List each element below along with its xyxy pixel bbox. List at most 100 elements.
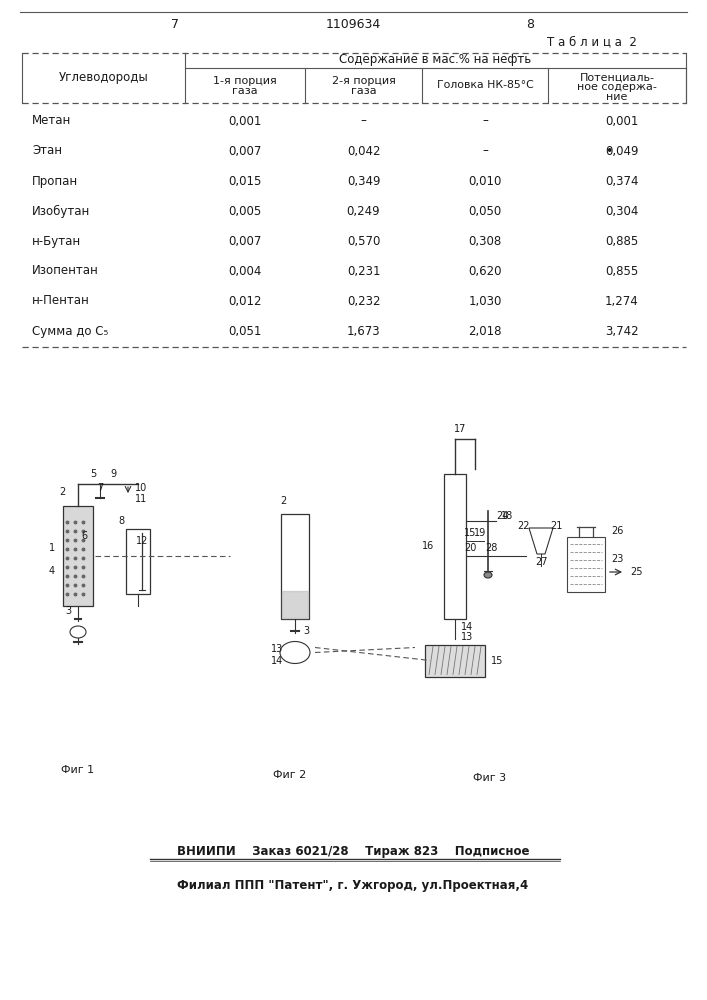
Text: 0,249: 0,249 [346, 205, 380, 218]
Text: Метан: Метан [32, 114, 71, 127]
Text: Потенциаль-: Потенциаль- [580, 73, 655, 83]
FancyBboxPatch shape [444, 474, 466, 618]
Text: –: – [482, 144, 488, 157]
Text: 2: 2 [59, 487, 65, 497]
Text: 3: 3 [65, 606, 71, 616]
Text: 1,673: 1,673 [346, 324, 380, 338]
Text: 0,007: 0,007 [228, 144, 262, 157]
Text: 28: 28 [485, 543, 497, 553]
Text: 11: 11 [135, 494, 147, 504]
Text: 0,005: 0,005 [228, 205, 262, 218]
Text: 2: 2 [280, 496, 286, 506]
Text: 0,042: 0,042 [346, 144, 380, 157]
Polygon shape [529, 528, 553, 554]
Text: 4: 4 [49, 566, 55, 576]
Text: н-Бутан: н-Бутан [32, 234, 81, 247]
Text: Фиг 1: Фиг 1 [62, 765, 95, 775]
Text: Углеводороды: Углеводороды [59, 72, 148, 85]
Text: 5: 5 [90, 469, 96, 479]
Text: 7: 7 [171, 18, 179, 31]
Text: 27: 27 [534, 557, 547, 567]
Text: Этан: Этан [32, 144, 62, 157]
Text: 12: 12 [136, 536, 148, 546]
Text: 0,001: 0,001 [605, 114, 638, 127]
Text: 22: 22 [517, 521, 530, 531]
Text: Пропан: Пропан [32, 174, 78, 188]
Text: ние: ние [607, 93, 628, 103]
Text: Фиг 3: Фиг 3 [474, 773, 506, 783]
FancyBboxPatch shape [281, 514, 309, 618]
Text: 0,304: 0,304 [605, 205, 638, 218]
Text: 10: 10 [135, 483, 147, 493]
Text: 0,049: 0,049 [605, 144, 638, 157]
Text: Изобутан: Изобутан [32, 204, 90, 218]
Text: •: • [605, 144, 613, 157]
Text: 0,374: 0,374 [605, 174, 638, 188]
Text: 8: 8 [118, 516, 124, 526]
Text: 14: 14 [461, 621, 473, 632]
FancyBboxPatch shape [567, 536, 605, 591]
Text: 9: 9 [110, 469, 116, 479]
Text: 0,012: 0,012 [228, 294, 262, 308]
Text: 18: 18 [501, 511, 513, 521]
Text: Т а б л и ц а  2: Т а б л и ц а 2 [547, 35, 637, 48]
Text: ВНИИПИ    Заказ 6021/28    Тираж 823    Подписное: ВНИИПИ Заказ 6021/28 Тираж 823 Подписное [177, 846, 530, 858]
Text: 0,001: 0,001 [228, 114, 262, 127]
Text: 1109634: 1109634 [325, 18, 380, 31]
FancyBboxPatch shape [425, 645, 485, 676]
Ellipse shape [484, 572, 492, 578]
Text: 15: 15 [464, 528, 477, 538]
Text: 25: 25 [630, 567, 643, 577]
Text: 0,231: 0,231 [346, 264, 380, 277]
Text: газа: газа [351, 87, 376, 97]
Text: Содержание в мас.% на нефть: Содержание в мас.% на нефть [339, 53, 532, 66]
Text: н-Пентан: н-Пентан [32, 294, 90, 308]
Text: 7: 7 [97, 483, 103, 493]
Ellipse shape [70, 626, 86, 638]
Text: 24: 24 [496, 511, 508, 521]
Text: 0,007: 0,007 [228, 234, 262, 247]
Text: 26: 26 [611, 526, 624, 536]
Text: 3: 3 [303, 626, 309, 636]
Text: 0,570: 0,570 [347, 234, 380, 247]
Text: 13: 13 [271, 645, 283, 654]
Text: 13: 13 [461, 632, 473, 642]
Text: 17: 17 [454, 424, 466, 434]
FancyBboxPatch shape [126, 528, 150, 593]
Text: Изопентан: Изопентан [32, 264, 99, 277]
Text: 1,030: 1,030 [468, 294, 502, 308]
Text: –: – [482, 114, 488, 127]
Text: 1: 1 [49, 543, 55, 553]
Text: 15: 15 [491, 656, 503, 666]
Text: 0,232: 0,232 [346, 294, 380, 308]
Text: 21: 21 [550, 521, 562, 531]
Text: ное содержа-: ное содержа- [577, 83, 657, 93]
Text: Сумма до C₅: Сумма до C₅ [32, 324, 108, 338]
Text: Фиг 2: Фиг 2 [274, 770, 307, 780]
FancyBboxPatch shape [63, 506, 93, 606]
Text: 0,620: 0,620 [468, 264, 502, 277]
Text: 14: 14 [271, 656, 283, 666]
Text: 23: 23 [611, 554, 624, 564]
Text: 0,051: 0,051 [228, 324, 262, 338]
Text: 1-я порция: 1-я порция [213, 76, 277, 86]
Text: 0,308: 0,308 [468, 234, 502, 247]
Ellipse shape [280, 642, 310, 664]
Text: 0,855: 0,855 [605, 264, 638, 277]
Text: 0,050: 0,050 [468, 205, 502, 218]
Text: 0,004: 0,004 [228, 264, 262, 277]
Text: 2,018: 2,018 [468, 324, 502, 338]
Text: 6: 6 [81, 531, 87, 541]
Text: 1,274: 1,274 [605, 294, 639, 308]
Text: 0,015: 0,015 [228, 174, 262, 188]
Text: 8: 8 [526, 18, 534, 31]
Text: Филиал ППП "Патент", г. Ужгород, ул.Проектная,4: Филиал ППП "Патент", г. Ужгород, ул.Прое… [177, 879, 529, 892]
Text: 3,742: 3,742 [605, 324, 639, 338]
Text: 16: 16 [422, 541, 434, 551]
Text: 19: 19 [474, 528, 486, 538]
Text: Головка НК-85°С: Головка НК-85°С [437, 81, 533, 91]
Text: –: – [361, 114, 366, 127]
Text: 0,349: 0,349 [346, 174, 380, 188]
Text: 0,010: 0,010 [468, 174, 502, 188]
Text: 20: 20 [464, 543, 477, 553]
